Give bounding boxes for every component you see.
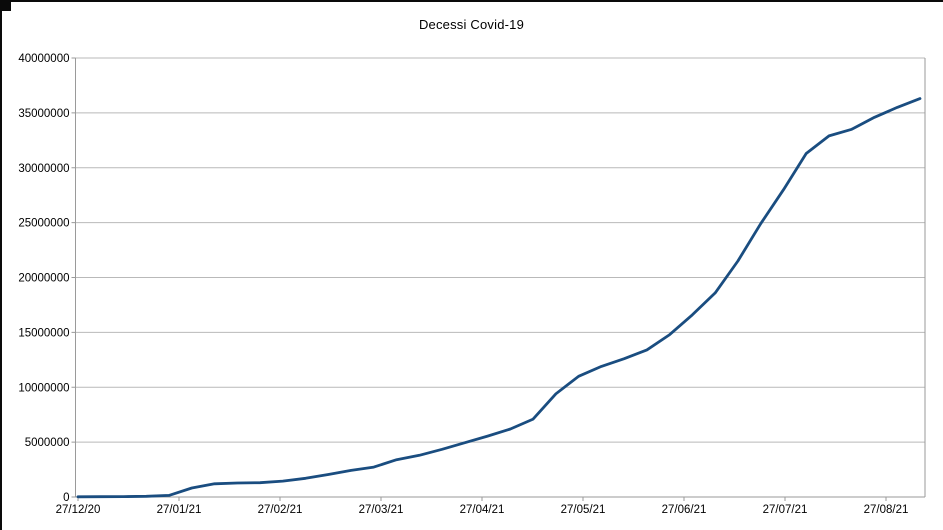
x-tick-label: 27/01/21 (157, 504, 202, 516)
x-tick-label: 27/08/21 (864, 504, 909, 516)
y-tick-label: 10000000 (18, 382, 69, 394)
y-tick-label: 25000000 (18, 218, 69, 230)
y-tick-label: 30000000 (18, 163, 69, 175)
x-tick-label: 27/04/21 (460, 504, 505, 516)
x-tick-label: 27/12/20 (56, 504, 101, 516)
x-tick-label: 27/05/21 (561, 504, 606, 516)
y-tick-label: 5000000 (25, 437, 70, 449)
window-border-left (0, 0, 2, 530)
y-tick-label: 15000000 (18, 327, 69, 339)
window-border-corner (0, 0, 11, 11)
y-tick-label: 35000000 (18, 108, 69, 120)
x-tick-label: 27/03/21 (359, 504, 404, 516)
data-line-series (76, 97, 922, 499)
x-tick-label: 27/06/21 (662, 504, 707, 516)
y-tick-label: 40000000 (18, 53, 69, 65)
chart-title: Decessi Covid-19 (418, 17, 525, 32)
x-tick-label: 27/02/21 (258, 504, 303, 516)
y-tick-label: 0 (63, 492, 69, 504)
x-tick-label: 27/07/21 (763, 504, 808, 516)
y-tick-label: 20000000 (18, 273, 69, 285)
window-border-top (0, 0, 943, 2)
